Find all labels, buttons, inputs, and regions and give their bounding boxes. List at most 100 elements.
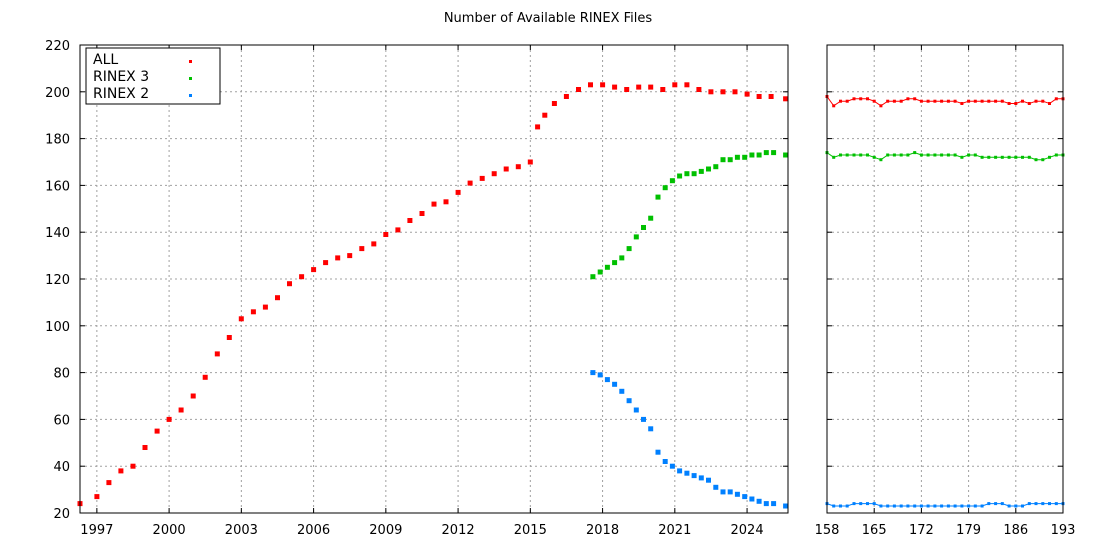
data-point-rinex-2 [913, 504, 917, 508]
data-point-rinex-2 [919, 504, 923, 508]
data-point-rinex-2 [783, 503, 789, 509]
data-point-all [154, 428, 160, 434]
data-point-all [624, 87, 630, 92]
data-point-all [906, 97, 910, 101]
main-ytick-label: 220 [45, 39, 70, 54]
data-point-all [892, 99, 896, 103]
data-point-rinex-3 [641, 225, 646, 230]
data-point-rinex-3 [994, 155, 998, 159]
main-plot-series [77, 82, 789, 509]
data-point-all [130, 463, 136, 469]
data-point-rinex-2 [771, 501, 777, 507]
data-point-rinex-3 [839, 153, 842, 157]
data-point-all [660, 87, 666, 92]
data-point-all [994, 99, 998, 103]
data-point-all [783, 96, 789, 102]
data-point-all [202, 374, 208, 380]
data-point-all [238, 316, 244, 322]
data-point-rinex-3 [832, 155, 836, 159]
data-point-all [407, 218, 413, 223]
data-point-rinex-2 [967, 504, 971, 508]
legend-label-rinex3: RINEX 3 [93, 69, 149, 85]
data-point-all [832, 104, 836, 108]
data-point-rinex-2 [859, 502, 863, 506]
data-point-rinex-2 [619, 388, 625, 394]
data-point-rinex-2 [756, 498, 762, 504]
data-point-rinex-2 [892, 504, 896, 508]
data-point-all [980, 99, 984, 103]
data-point-all [672, 82, 678, 88]
data-point-rinex-3 [1034, 158, 1038, 162]
data-point-rinex-3 [604, 264, 610, 270]
series-line-rinex-3 [826, 152, 1063, 161]
data-point-all [503, 166, 509, 172]
recent-xtick-label: 172 [909, 523, 934, 538]
data-point-rinex-3 [926, 153, 930, 157]
data-point-rinex-2 [980, 504, 984, 508]
data-point-all [1041, 99, 1045, 103]
data-point-all [118, 468, 124, 474]
data-point-rinex-3 [742, 154, 748, 160]
recent-plot-series [825, 95, 1065, 508]
data-point-all [636, 84, 642, 90]
recent-series-rinex-3 [825, 151, 1065, 162]
main-xtick-label: 2000 [153, 523, 186, 538]
data-point-all [1007, 102, 1011, 105]
data-point-rinex-2 [742, 494, 748, 500]
data-point-all [940, 99, 944, 103]
data-point-all [142, 445, 148, 450]
data-point-all [1000, 99, 1004, 103]
main-xtick-label: 2021 [658, 523, 691, 538]
data-point-rinex-3 [677, 173, 683, 179]
data-point-rinex-2 [727, 489, 733, 495]
data-point-rinex-3 [612, 260, 618, 266]
data-point-rinex-2 [669, 463, 675, 469]
data-point-rinex-3 [1041, 158, 1045, 162]
data-point-rinex-2 [879, 504, 883, 508]
data-point-all [542, 112, 548, 118]
data-point-all [967, 99, 971, 103]
data-point-rinex-3 [1054, 153, 1058, 157]
chart-title: Number of Available RINEX Files [444, 11, 653, 26]
main-series-all [77, 82, 789, 507]
data-point-all [1014, 102, 1018, 105]
main-xtick-label: 2015 [514, 523, 547, 538]
data-point-rinex-2 [662, 459, 668, 464]
data-point-all [287, 281, 292, 287]
data-point-all [419, 211, 425, 216]
data-point-rinex-3 [872, 155, 876, 159]
data-point-rinex-2 [872, 502, 876, 506]
data-point-rinex-2 [899, 504, 903, 508]
data-point-rinex-2 [946, 504, 950, 508]
recent-xtick-label: 165 [862, 523, 887, 538]
data-point-rinex-3 [706, 166, 711, 172]
data-point-all [178, 407, 184, 413]
data-point-all [431, 201, 437, 207]
data-point-all [946, 99, 950, 103]
data-point-rinex-3 [866, 153, 869, 157]
data-point-rinex-3 [633, 234, 639, 240]
recent-series-all [825, 95, 1065, 108]
series-line-rinex-2 [826, 503, 1063, 507]
data-point-all [515, 164, 521, 170]
main-ytick-label: 60 [53, 413, 70, 428]
data-point-all [879, 104, 883, 108]
data-point-rinex-2 [713, 484, 719, 490]
main-xtick-label: 2018 [586, 523, 619, 538]
data-point-rinex-2 [1014, 504, 1018, 508]
data-point-all [262, 304, 268, 310]
data-point-rinex-2 [953, 504, 957, 508]
data-point-all [1054, 97, 1058, 101]
data-point-rinex-3 [756, 152, 762, 158]
data-point-rinex-2 [940, 504, 944, 508]
main-xtick-label: 2006 [297, 523, 330, 538]
data-point-rinex-3 [771, 150, 777, 156]
data-point-rinex-2 [1027, 502, 1031, 506]
data-point-rinex-2 [1041, 502, 1045, 506]
data-point-rinex-2 [706, 477, 711, 483]
data-point-all [323, 260, 329, 266]
data-point-rinex-2 [906, 504, 910, 508]
data-point-rinex-2 [626, 398, 632, 404]
data-point-all [1021, 99, 1024, 103]
recent-gridlines [827, 45, 1063, 513]
